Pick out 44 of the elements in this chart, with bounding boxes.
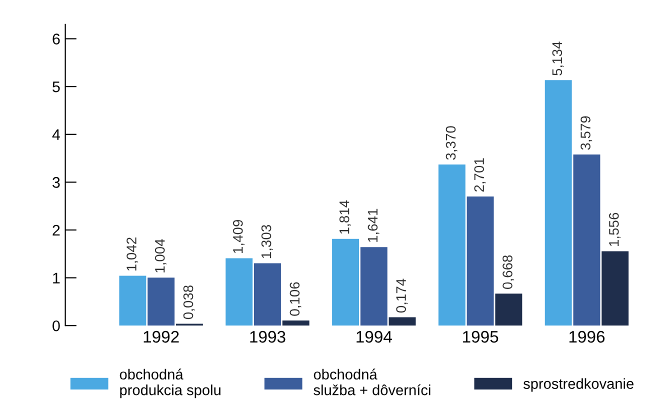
bar: [282, 320, 310, 326]
legend-label: sprostredkovanie: [523, 378, 634, 392]
data-label: 1,409: [233, 220, 244, 254]
x-tick-label: 1994: [356, 330, 392, 343]
x-tick-label: 1995: [463, 330, 498, 343]
bar: [226, 258, 253, 326]
y-tick-label: 4: [52, 129, 60, 140]
data-label: 0,038: [183, 285, 195, 320]
data-label: 3,579: [580, 116, 592, 150]
y-tick-label: 2: [52, 224, 60, 236]
bar: [360, 247, 388, 326]
data-label: 1,004: [154, 239, 166, 272]
y-tick-label: 1: [53, 272, 60, 284]
legend-label: obchodná produkcia spolu: [120, 368, 220, 398]
bar: [544, 80, 572, 326]
x-tick-label: 1992: [144, 330, 179, 343]
bar: [438, 164, 466, 326]
bar: [388, 317, 416, 326]
y-tick-label: 3: [52, 177, 60, 188]
bar: [466, 196, 494, 326]
data-label: 0,668: [502, 255, 514, 289]
bar: [254, 263, 281, 326]
data-label: 0,174: [396, 278, 408, 313]
bar: [148, 278, 175, 326]
x-tick-label: 1993: [250, 330, 286, 343]
x-tick-label: 1996: [569, 330, 605, 343]
y-tick-label: 5: [52, 82, 60, 92]
data-label: 5,134: [552, 42, 564, 76]
bar: [573, 154, 600, 326]
y-tick-label: 6: [52, 34, 60, 44]
bar: [602, 251, 629, 326]
y-tick-label: 0: [52, 320, 60, 332]
data-label: 1,814: [339, 200, 351, 234]
data-label: 1,042: [126, 238, 138, 271]
bar: [119, 276, 146, 326]
data-label: 1,303: [261, 224, 273, 258]
legend-label: obchodná služba + dôverníci: [314, 368, 430, 396]
data-label: 0,106: [290, 282, 302, 316]
bar: [332, 238, 360, 326]
data-label: 1,556: [609, 212, 620, 246]
data-label: 3,370: [446, 126, 458, 160]
bar: [495, 294, 522, 326]
data-label: 2,701: [474, 158, 486, 192]
data-label: 1,641: [368, 208, 380, 242]
